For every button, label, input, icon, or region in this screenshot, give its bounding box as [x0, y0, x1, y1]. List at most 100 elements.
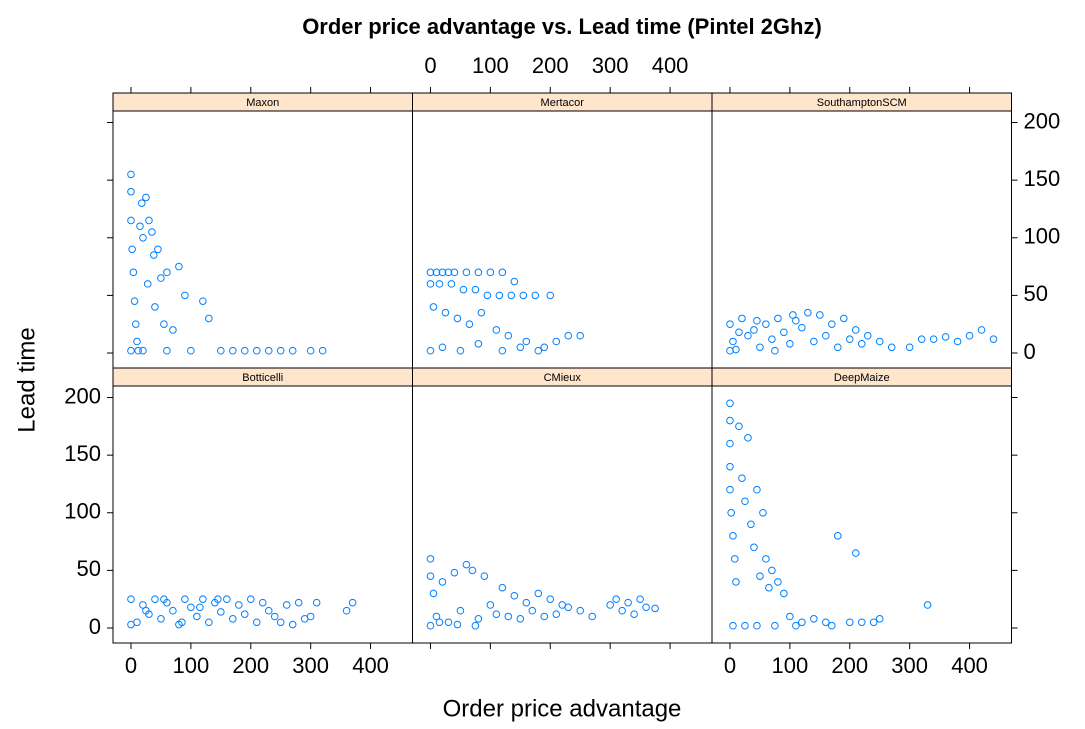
point: [839, 314, 848, 323]
point: [240, 346, 249, 355]
x-tick-label: 0: [125, 653, 137, 678]
x-tick-label: 300: [292, 653, 329, 678]
point: [726, 346, 734, 355]
point: [127, 216, 135, 225]
point: [318, 346, 327, 355]
point: [726, 320, 734, 329]
point: [181, 595, 189, 604]
point: [157, 614, 165, 623]
point: [651, 604, 659, 613]
point: [258, 598, 267, 607]
point: [606, 601, 614, 609]
point: [726, 416, 734, 425]
point: [845, 618, 854, 627]
point: [471, 621, 480, 630]
point: [780, 328, 788, 337]
panel: [412, 385, 713, 644]
y-tick-label: 100: [1024, 224, 1061, 249]
point: [474, 339, 483, 348]
point: [435, 618, 444, 627]
point: [765, 583, 773, 592]
x-tick-label: 0: [724, 653, 736, 678]
panel: [112, 110, 413, 369]
point: [444, 618, 453, 627]
point: [217, 608, 225, 616]
point: [151, 303, 159, 311]
point: [429, 303, 438, 311]
x-tick-label: 300: [891, 653, 928, 678]
point: [726, 399, 734, 408]
point: [459, 285, 468, 294]
point: [193, 612, 201, 621]
point: [130, 297, 139, 305]
point: [965, 331, 974, 340]
point: [214, 595, 222, 604]
point: [774, 314, 782, 323]
point: [531, 291, 540, 300]
point: [163, 268, 171, 277]
point: [810, 337, 818, 346]
strip-label: SouthamptonSCM: [817, 97, 907, 109]
y-tick-label: 50: [77, 556, 101, 581]
point: [131, 320, 140, 329]
point: [169, 326, 177, 334]
point: [786, 339, 794, 348]
point: [139, 601, 147, 609]
point: [129, 268, 138, 277]
point: [576, 331, 585, 340]
point: [735, 422, 743, 431]
x-tick-label: 300: [592, 53, 629, 78]
point: [786, 612, 794, 621]
point: [756, 572, 764, 580]
point: [498, 346, 507, 355]
point: [181, 291, 189, 300]
point: [929, 335, 938, 343]
point: [576, 606, 585, 615]
point: [618, 606, 626, 615]
point: [223, 595, 231, 604]
point: [977, 326, 986, 334]
point: [822, 618, 830, 627]
point: [163, 346, 171, 355]
point: [133, 337, 141, 346]
point: [136, 222, 144, 231]
point: [450, 568, 459, 577]
point: [160, 595, 168, 604]
point: [546, 595, 555, 604]
point: [139, 233, 147, 242]
point: [483, 291, 492, 300]
point: [642, 603, 650, 612]
point: [154, 245, 162, 254]
point: [564, 331, 573, 340]
point: [127, 595, 135, 604]
point: [276, 346, 285, 355]
y-tick-label: 0: [89, 614, 101, 639]
point: [462, 268, 471, 277]
point: [768, 335, 776, 343]
point: [312, 598, 321, 607]
point: [474, 268, 483, 277]
point: [486, 268, 495, 277]
point: [240, 610, 249, 618]
point: [804, 308, 812, 317]
point: [492, 326, 501, 334]
point: [726, 439, 734, 448]
point: [789, 311, 797, 319]
point: [306, 612, 315, 621]
point: [294, 598, 303, 607]
point: [869, 618, 878, 627]
point: [753, 485, 761, 494]
point: [822, 331, 830, 340]
point: [199, 297, 207, 305]
point: [798, 323, 806, 332]
point: [810, 614, 818, 623]
point: [747, 520, 755, 529]
point: [462, 560, 471, 569]
point: [175, 262, 183, 271]
point: [486, 601, 495, 609]
point: [857, 618, 866, 627]
point: [492, 610, 501, 618]
point: [540, 343, 549, 352]
point: [727, 508, 735, 517]
point: [792, 316, 800, 325]
